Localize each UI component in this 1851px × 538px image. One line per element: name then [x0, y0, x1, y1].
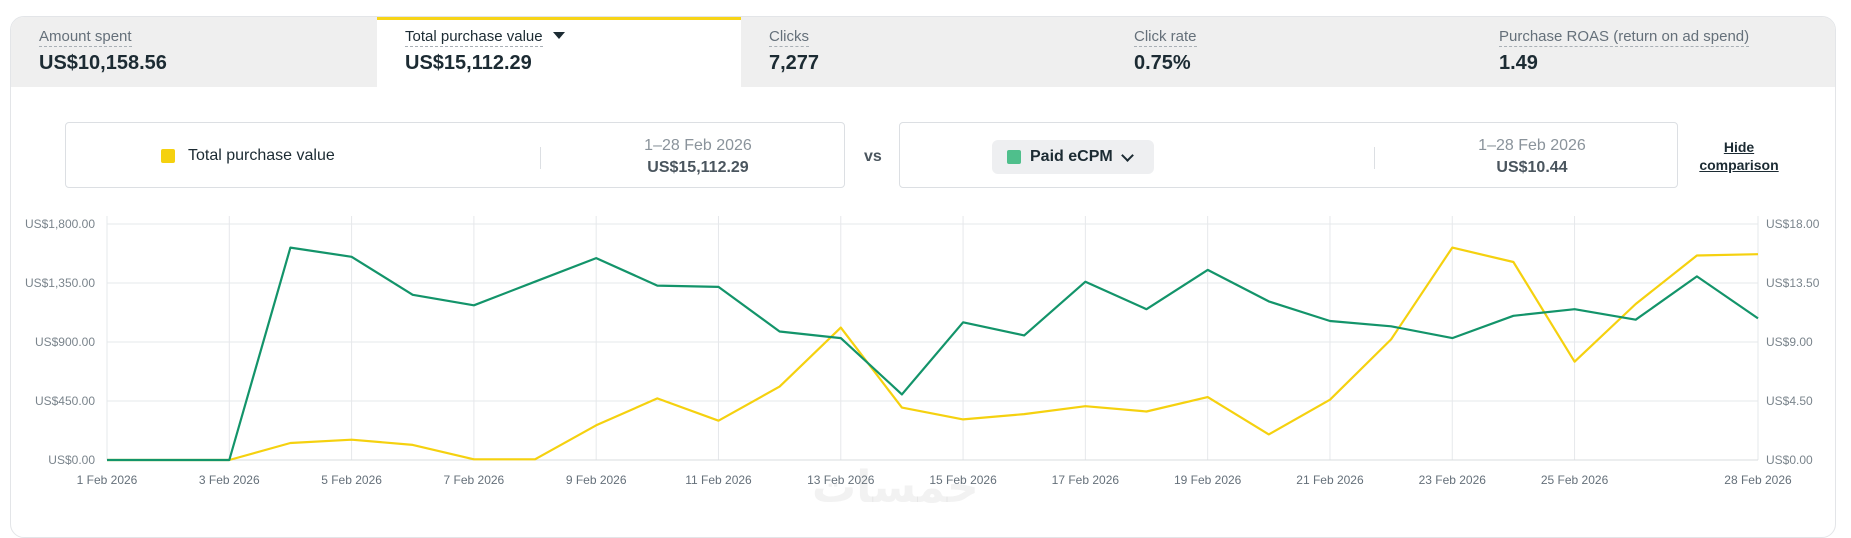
x-tick-label: 1 Feb 2026	[77, 473, 138, 487]
y-left-tick-label: US$900.00	[35, 335, 95, 349]
hide-comparison-link[interactable]: Hide comparison	[1698, 138, 1780, 174]
metric-label: Click rate	[1134, 28, 1197, 47]
primary-series-swatch	[161, 149, 175, 163]
x-tick-label: 7 Feb 2026	[444, 473, 505, 487]
metric-label: Clicks	[769, 28, 809, 47]
y-right-tick-label: US$13.50	[1766, 276, 1820, 290]
y-left-tick-label: US$1,800.00	[25, 217, 95, 231]
y-left-tick-label: US$450.00	[35, 394, 95, 408]
vs-label: vs	[864, 148, 882, 165]
primary-date-range: 1–28 Feb 2026	[644, 137, 752, 154]
primary-series-label: Total purchase value	[188, 147, 335, 164]
metric-label: Total purchase value	[405, 28, 543, 47]
divider	[540, 147, 541, 169]
x-tick-label: 13 Feb 2026	[807, 473, 875, 487]
y-right-tick-label: US$9.00	[1766, 335, 1813, 349]
divider	[1374, 147, 1375, 169]
watermark: خمسات	[812, 463, 979, 512]
y-right-tick-label: US$0.00	[1766, 453, 1813, 467]
metric-value: US$15,112.29	[405, 52, 532, 74]
secondary-period-value: US$10.44	[1496, 159, 1568, 176]
metric-value: 0.75%	[1134, 52, 1191, 74]
secondary-series-box: Paid eCPM 1–28 Feb 2026 US$10.44	[899, 122, 1678, 188]
metric-tab-purchase-roas[interactable]: Purchase ROAS (return on ad spend) 1.49	[1471, 17, 1835, 87]
metric-tab-total-purchase-value[interactable]: Total purchase value US$15,112.29	[377, 17, 741, 87]
hide-comparison-line1: Hide	[1723, 139, 1755, 155]
secondary-series-swatch	[1007, 150, 1021, 164]
x-tick-label: 21 Feb 2026	[1296, 473, 1364, 487]
x-tick-label: 11 Feb 2026	[685, 473, 752, 487]
y-right-tick-label: US$18.00	[1766, 217, 1820, 231]
metric-tabs: Amount spent US$10,158.56 Total purchase…	[11, 17, 1835, 87]
dropdown-caret-icon[interactable]	[552, 31, 565, 39]
chart-panel: Amount spent US$10,158.56 Total purchase…	[10, 16, 1836, 538]
x-tick-label: 25 Feb 2026	[1541, 473, 1609, 487]
metric-tab-amount-spent[interactable]: Amount spent US$10,158.56	[11, 17, 377, 87]
series-line-total-purchase-value	[107, 246, 1759, 462]
primary-series-box: Total purchase value 1–28 Feb 2026 US$15…	[65, 122, 845, 188]
metric-tab-clicks[interactable]: Clicks 7,277	[741, 17, 1106, 87]
x-tick-label: 19 Feb 2026	[1174, 473, 1242, 487]
metric-label: Amount spent	[39, 28, 132, 47]
x-tick-label: 9 Feb 2026	[566, 473, 627, 487]
x-tick-label: 17 Feb 2026	[1052, 473, 1120, 487]
x-tick-label: 15 Feb 2026	[929, 473, 997, 487]
hide-comparison-line2: comparison	[1699, 157, 1779, 173]
x-tick-label: 28 Feb 2026	[1724, 473, 1792, 487]
metric-value: US$10,158.56	[39, 52, 167, 74]
metric-tab-click-rate[interactable]: Click rate 0.75%	[1106, 17, 1471, 87]
y-right-tick-label: US$4.50	[1766, 394, 1813, 408]
series-line-paid-ecpm	[107, 246, 1759, 462]
secondary-metric-select[interactable]: Paid eCPM	[992, 140, 1154, 174]
x-tick-label: 3 Feb 2026	[199, 473, 260, 487]
secondary-date-range: 1–28 Feb 2026	[1478, 137, 1586, 154]
y-left-tick-label: US$0.00	[48, 453, 95, 467]
x-tick-label: 5 Feb 2026	[321, 473, 382, 487]
x-tick-label: 23 Feb 2026	[1419, 473, 1487, 487]
metric-value: 1.49	[1499, 52, 1538, 74]
metric-label: Purchase ROAS (return on ad spend)	[1499, 28, 1750, 47]
primary-period-value: US$15,112.29	[647, 159, 749, 176]
metric-value: 7,277	[769, 52, 820, 74]
secondary-series-label: Paid eCPM	[1030, 148, 1113, 165]
y-left-tick-label: US$1,350.00	[25, 276, 95, 290]
line-chart: US$0.00 US$0.00 US$450.00 US$4.50 US$900.00 U…	[25, 216, 1820, 487]
